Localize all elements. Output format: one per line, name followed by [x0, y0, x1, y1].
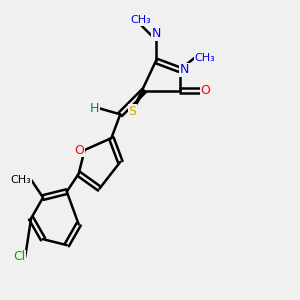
Text: O: O [200, 84, 210, 97]
Text: H: H [90, 102, 100, 115]
Text: O: O [75, 143, 85, 157]
Text: N: N [180, 63, 189, 76]
Text: CH₃: CH₃ [195, 53, 215, 63]
Text: CH₃: CH₃ [131, 15, 152, 25]
Text: Cl: Cl [13, 250, 25, 263]
Text: CH₃: CH₃ [11, 175, 31, 185]
Text: S: S [128, 105, 136, 118]
Text: N: N [151, 27, 160, 40]
